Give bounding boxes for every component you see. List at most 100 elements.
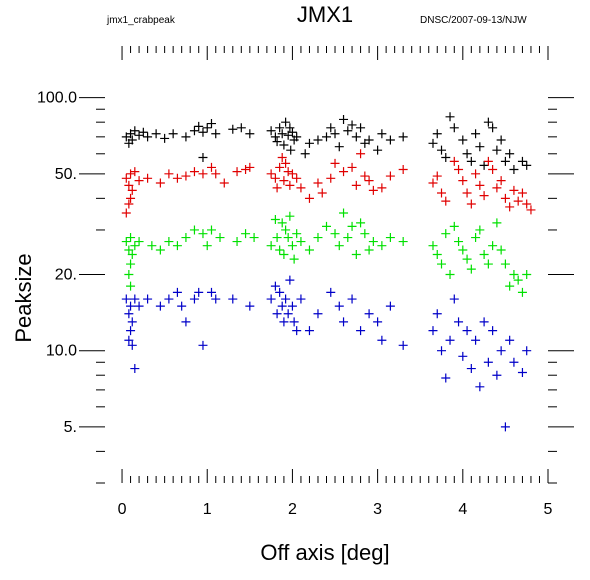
data-point bbox=[279, 317, 289, 327]
data-point bbox=[172, 173, 182, 183]
data-point bbox=[454, 237, 464, 247]
data-point bbox=[479, 160, 489, 170]
data-point bbox=[471, 169, 481, 179]
data-point bbox=[281, 225, 291, 235]
data-point bbox=[339, 167, 349, 177]
data-point bbox=[330, 229, 340, 239]
x-tick-label: 5 bbox=[544, 501, 553, 518]
data-point bbox=[219, 178, 229, 188]
data-point bbox=[398, 237, 408, 247]
data-point bbox=[206, 162, 216, 172]
data-point bbox=[475, 225, 485, 235]
data-point bbox=[127, 185, 137, 195]
data-point bbox=[368, 185, 378, 195]
data-point bbox=[437, 259, 447, 269]
data-point bbox=[241, 165, 251, 175]
data-point bbox=[147, 241, 157, 251]
data-point bbox=[432, 249, 442, 259]
data-point bbox=[275, 123, 285, 133]
x-tick-label: 4 bbox=[458, 501, 467, 518]
x-tick-label: 0 bbox=[118, 501, 127, 518]
data-point bbox=[194, 121, 204, 131]
data-point bbox=[283, 309, 293, 319]
data-point bbox=[211, 294, 221, 304]
y-tick-label: 20. bbox=[55, 267, 77, 284]
data-point bbox=[458, 176, 468, 186]
data-point bbox=[488, 165, 498, 175]
data-point bbox=[228, 294, 238, 304]
data-point bbox=[505, 202, 515, 212]
data-point bbox=[385, 233, 395, 243]
data-point bbox=[206, 119, 216, 129]
data-point bbox=[275, 162, 285, 172]
data-point bbox=[339, 317, 349, 327]
data-point bbox=[322, 221, 331, 231]
data-point bbox=[449, 294, 459, 304]
data-point bbox=[466, 264, 476, 274]
data-point bbox=[351, 249, 361, 259]
data-point bbox=[347, 221, 357, 231]
data-point bbox=[428, 138, 438, 148]
data-point bbox=[168, 129, 178, 139]
data-point bbox=[496, 346, 506, 356]
data-point bbox=[143, 132, 153, 142]
data-point bbox=[287, 169, 297, 179]
data-point bbox=[206, 225, 216, 235]
data-point bbox=[330, 158, 340, 168]
data-point bbox=[398, 132, 408, 142]
data-point bbox=[124, 309, 134, 319]
data-point bbox=[287, 127, 297, 137]
data-point bbox=[454, 165, 464, 175]
data-point bbox=[432, 171, 442, 181]
data-point bbox=[334, 301, 344, 311]
data-point bbox=[181, 317, 191, 327]
data-point bbox=[492, 370, 502, 380]
data-point bbox=[126, 301, 136, 311]
data-point bbox=[454, 317, 464, 327]
data-point bbox=[126, 169, 136, 179]
data-point bbox=[189, 294, 199, 304]
data-point bbox=[471, 233, 481, 243]
data-point bbox=[356, 218, 366, 228]
data-point bbox=[172, 287, 182, 297]
data-point bbox=[270, 281, 280, 291]
data-point bbox=[437, 145, 447, 155]
data-point bbox=[121, 173, 131, 183]
data-point bbox=[215, 233, 225, 243]
data-point bbox=[462, 149, 472, 159]
data-point bbox=[326, 123, 336, 133]
data-point bbox=[292, 132, 302, 142]
data-point bbox=[277, 129, 287, 139]
data-point bbox=[292, 326, 302, 336]
data-point bbox=[236, 123, 246, 133]
data-point bbox=[500, 422, 510, 432]
data-point bbox=[488, 326, 498, 336]
data-point bbox=[272, 183, 282, 193]
data-point bbox=[377, 129, 387, 139]
data-point bbox=[172, 241, 182, 251]
y-tick-label: 5. bbox=[64, 419, 77, 436]
data-point bbox=[126, 233, 136, 243]
data-point bbox=[428, 326, 438, 336]
data-point bbox=[479, 191, 489, 201]
data-point bbox=[483, 117, 493, 127]
data-point bbox=[517, 287, 527, 297]
data-point bbox=[121, 294, 131, 304]
data-point bbox=[334, 142, 344, 152]
data-point bbox=[130, 126, 140, 136]
data-point bbox=[313, 178, 323, 188]
data-point bbox=[509, 357, 519, 367]
data-point bbox=[198, 127, 208, 137]
data-point bbox=[492, 145, 502, 155]
data-point bbox=[505, 149, 515, 159]
data-point bbox=[479, 249, 489, 259]
data-point bbox=[513, 275, 523, 285]
data-point bbox=[281, 294, 291, 304]
data-point bbox=[296, 237, 306, 247]
data-point bbox=[522, 199, 532, 209]
data-point bbox=[441, 196, 451, 206]
y-tick-label: 100.0 bbox=[37, 90, 77, 107]
data-point bbox=[289, 317, 299, 327]
data-point bbox=[189, 126, 199, 136]
